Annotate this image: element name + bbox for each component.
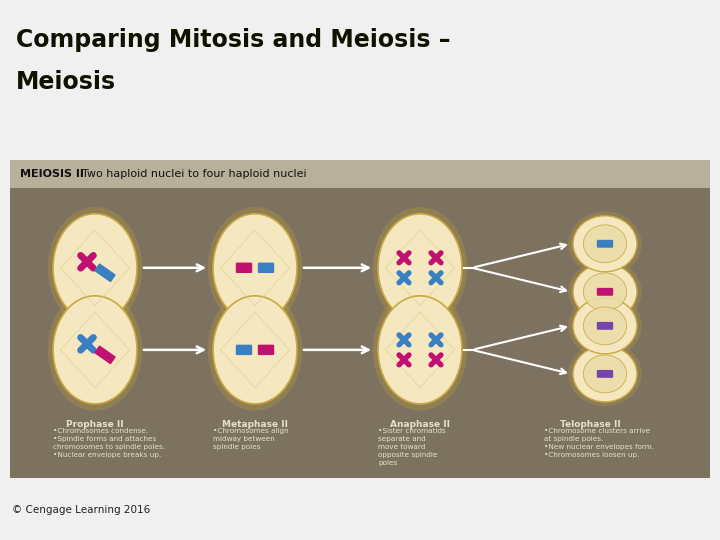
Text: Anaphase II: Anaphase II: [390, 420, 450, 429]
Ellipse shape: [48, 207, 143, 329]
Text: Comparing Mitosis and Meiosis –: Comparing Mitosis and Meiosis –: [16, 28, 450, 52]
Text: MEIOSIS II: MEIOSIS II: [20, 168, 84, 179]
Ellipse shape: [53, 214, 137, 322]
Text: •Chromosomes align
midway between
spindle poles: •Chromosomes align midway between spindl…: [213, 428, 289, 450]
Ellipse shape: [373, 289, 467, 410]
FancyBboxPatch shape: [597, 322, 613, 330]
Ellipse shape: [568, 260, 642, 324]
Ellipse shape: [208, 289, 302, 410]
Ellipse shape: [373, 207, 467, 329]
Text: •Chromosomes condense.
•Spindle forms and attaches
chromosomes to spindle poles.: •Chromosomes condense. •Spindle forms an…: [53, 428, 165, 458]
FancyBboxPatch shape: [236, 345, 252, 355]
Ellipse shape: [208, 207, 302, 329]
Ellipse shape: [53, 296, 137, 404]
Ellipse shape: [573, 346, 637, 402]
FancyBboxPatch shape: [597, 370, 613, 378]
FancyBboxPatch shape: [94, 346, 116, 364]
Ellipse shape: [213, 296, 297, 404]
FancyBboxPatch shape: [236, 262, 252, 273]
Ellipse shape: [583, 225, 626, 262]
Ellipse shape: [583, 355, 626, 393]
Text: © Cengage Learning 2016: © Cengage Learning 2016: [12, 505, 150, 515]
FancyBboxPatch shape: [94, 264, 116, 282]
Text: Two haploid nuclei to four haploid nuclei: Two haploid nuclei to four haploid nucle…: [75, 168, 307, 179]
Ellipse shape: [583, 273, 626, 310]
Ellipse shape: [583, 307, 626, 345]
Ellipse shape: [573, 216, 637, 272]
Ellipse shape: [378, 296, 462, 404]
FancyBboxPatch shape: [258, 262, 274, 273]
Text: Meiosis: Meiosis: [16, 70, 116, 94]
FancyBboxPatch shape: [258, 345, 274, 355]
Text: •Chromosome clusters arrive
at spindle poles.
•New nuclear envelopes form.
•Chro: •Chromosome clusters arrive at spindle p…: [544, 428, 654, 458]
Ellipse shape: [568, 212, 642, 276]
Ellipse shape: [378, 214, 462, 322]
Ellipse shape: [48, 289, 143, 410]
Ellipse shape: [573, 264, 637, 320]
FancyBboxPatch shape: [597, 288, 613, 296]
Text: Telophase II: Telophase II: [559, 420, 621, 429]
Ellipse shape: [213, 214, 297, 322]
Text: Metaphase II: Metaphase II: [222, 420, 288, 429]
Text: •Sister chromatids
separate and
move toward
opposite spindle
poles: •Sister chromatids separate and move tow…: [378, 428, 446, 466]
Ellipse shape: [573, 298, 637, 354]
Ellipse shape: [568, 342, 642, 406]
Bar: [10, 160, 710, 188]
Ellipse shape: [568, 294, 642, 358]
FancyBboxPatch shape: [597, 240, 613, 248]
Text: Prophase II: Prophase II: [66, 420, 124, 429]
Bar: [10, 160, 710, 478]
